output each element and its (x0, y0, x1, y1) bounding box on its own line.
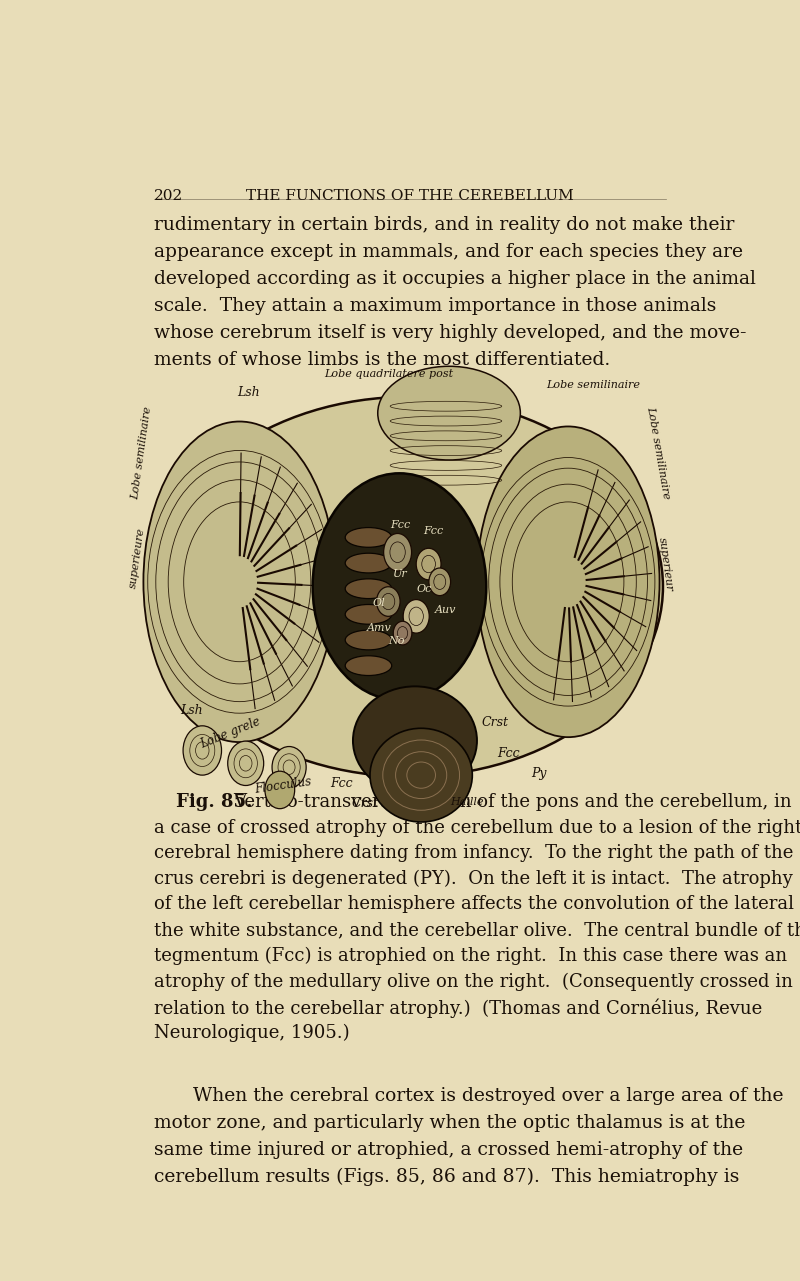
Ellipse shape (416, 548, 441, 580)
Text: cerebellum results (Figs. 85, 86 and 87).  This hemiatrophy is: cerebellum results (Figs. 85, 86 and 87)… (154, 1168, 739, 1186)
Text: Ur: Ur (393, 569, 407, 579)
Ellipse shape (429, 567, 450, 596)
Text: relation to the cerebellar atrophy.)  (Thomas and Cornélius, Revue: relation to the cerebellar atrophy.) (Th… (154, 998, 762, 1017)
Ellipse shape (265, 771, 294, 808)
Text: whose cerebrum itself is very highly developed, and the move-: whose cerebrum itself is very highly dev… (154, 324, 746, 342)
Text: Haille: Haille (450, 797, 484, 807)
Text: same time injured or atrophied, a crossed hemi-atrophy of the: same time injured or atrophied, a crosse… (154, 1141, 743, 1159)
Ellipse shape (346, 553, 392, 573)
Ellipse shape (394, 621, 412, 644)
Ellipse shape (346, 579, 392, 598)
Text: Fcc: Fcc (497, 747, 519, 761)
Text: Lobe grele: Lobe grele (198, 715, 262, 751)
Text: superieur: superieur (657, 537, 674, 592)
Ellipse shape (143, 421, 336, 742)
Text: Lsh: Lsh (238, 387, 260, 400)
Text: crus cerebri is degenerated (PY).  On the left it is intact.  The atrophy: crus cerebri is degenerated (PY). On the… (154, 870, 793, 888)
Text: of the left cerebellar hemisphere affects the convolution of the lateral lobe,: of the left cerebellar hemisphere affect… (154, 895, 800, 913)
Text: developed according as it occupies a higher place in the animal: developed according as it occupies a hig… (154, 270, 756, 288)
Text: Fcc: Fcc (390, 520, 410, 529)
Ellipse shape (154, 397, 663, 776)
Ellipse shape (272, 747, 306, 788)
Ellipse shape (378, 366, 520, 460)
Ellipse shape (346, 656, 392, 675)
Ellipse shape (403, 600, 430, 633)
Ellipse shape (228, 742, 264, 785)
Ellipse shape (477, 427, 659, 737)
Text: When the cerebral cortex is destroyed over a large area of the: When the cerebral cortex is destroyed ov… (193, 1086, 783, 1104)
Text: Auv: Auv (435, 606, 456, 615)
Text: appearance except in mammals, and for each species they are: appearance except in mammals, and for ea… (154, 243, 743, 261)
Text: Oc: Oc (416, 584, 431, 593)
Text: THE FUNCTIONS OF THE CEREBELLUM: THE FUNCTIONS OF THE CEREBELLUM (246, 190, 574, 204)
Ellipse shape (346, 528, 392, 547)
Text: Lobe quadrilatere post: Lobe quadrilatere post (324, 369, 453, 379)
Text: ments of whose limbs is the most differentiated.: ments of whose limbs is the most differe… (154, 351, 610, 369)
Text: Fcc: Fcc (330, 778, 354, 790)
Ellipse shape (377, 587, 400, 616)
Text: Flocculus: Flocculus (254, 775, 312, 796)
Text: Lsh: Lsh (181, 705, 203, 717)
Text: atrophy of the medullary olive on the right.  (Consequently crossed in: atrophy of the medullary olive on the ri… (154, 972, 793, 990)
Text: Fig. 85.: Fig. 85. (176, 793, 252, 811)
Ellipse shape (183, 726, 222, 775)
Text: No: No (388, 635, 405, 646)
Text: Fcc: Fcc (424, 526, 444, 537)
Ellipse shape (313, 473, 486, 701)
Text: Lobe semilinaire: Lobe semilinaire (546, 380, 640, 391)
Text: cerebral hemisphere dating from infancy.  To the right the path of the: cerebral hemisphere dating from infancy.… (154, 844, 794, 862)
Ellipse shape (353, 687, 477, 794)
Ellipse shape (346, 630, 392, 649)
Text: 202: 202 (154, 190, 183, 204)
Text: Neurologique, 1905.): Neurologique, 1905.) (154, 1024, 350, 1041)
Text: Lobe semilinaire: Lobe semilinaire (645, 406, 671, 500)
Text: Crst: Crst (482, 716, 508, 729)
Text: tegmentum (Fcc) is atrophied on the right.  In this case there was an: tegmentum (Fcc) is atrophied on the righ… (154, 947, 787, 965)
Text: Amv: Amv (366, 623, 391, 633)
Text: Ol: Ol (373, 598, 386, 608)
Text: a case of crossed atrophy of the cerebellum due to a lesion of the right: a case of crossed atrophy of the cerebel… (154, 819, 800, 836)
Text: Lobe semilinaire: Lobe semilinaire (130, 406, 154, 500)
Text: scale.  They attain a maximum importance in those animals: scale. They attain a maximum importance … (154, 297, 716, 315)
Text: motor zone, and particularly when the optic thalamus is at the: motor zone, and particularly when the op… (154, 1114, 746, 1132)
Ellipse shape (346, 605, 392, 624)
Text: Vertico-transverse section of the pons and the cerebellum, in: Vertico-transverse section of the pons a… (233, 793, 791, 811)
Ellipse shape (384, 533, 411, 571)
Text: Py: Py (531, 767, 546, 780)
Text: Crst: Crst (351, 797, 378, 810)
Text: the white substance, and the cerebellar olive.  The central bundle of the: the white substance, and the cerebellar … (154, 921, 800, 939)
Text: rudimentary in certain birds, and in reality do not make their: rudimentary in certain birds, and in rea… (154, 216, 734, 234)
Ellipse shape (370, 729, 472, 822)
Text: superieure: superieure (128, 526, 146, 589)
